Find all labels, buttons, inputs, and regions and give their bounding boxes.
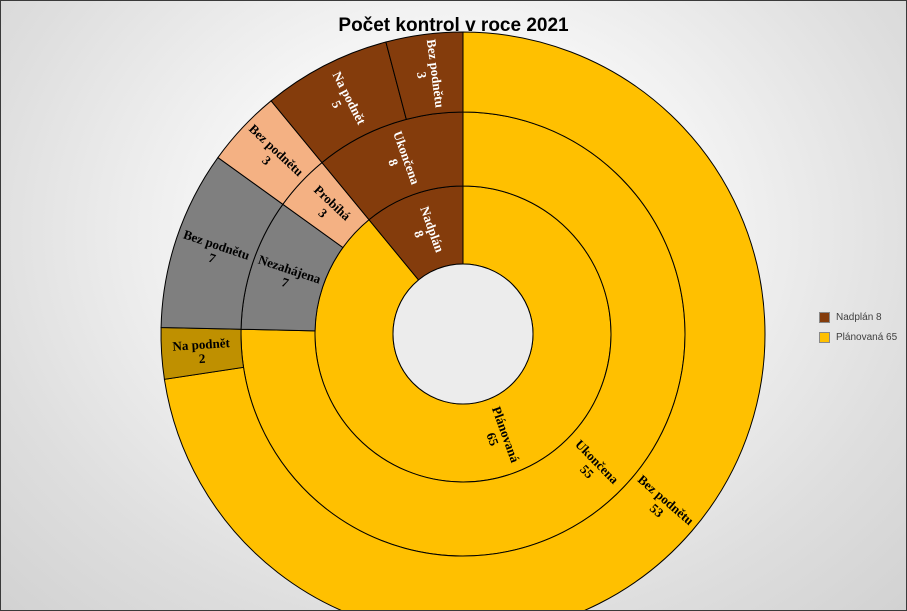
segment-bez-podnetu-ring2[interactable]: [163, 31, 766, 610]
legend-swatch-planovana: [819, 331, 830, 343]
center-hole: [392, 263, 534, 405]
chart-title: Počet kontrol v roce 2021: [338, 15, 569, 36]
legend-label-nadplan: Nadplán 8: [836, 311, 882, 323]
legend-item-planovana[interactable]: Plánovaná 65: [819, 327, 897, 347]
segment-bez-podnetu-ring2[interactable]: [385, 31, 464, 120]
legend-item-nadplan[interactable]: Nadplán 8: [819, 307, 897, 327]
segment-label-na-podnet: Na podnět2: [172, 335, 232, 368]
legend-swatch-nadplan: [819, 311, 830, 323]
legend-label-planovana: Plánovaná 65: [836, 331, 898, 343]
legend: Nadplán 8 Plánovaná 65: [819, 307, 897, 347]
